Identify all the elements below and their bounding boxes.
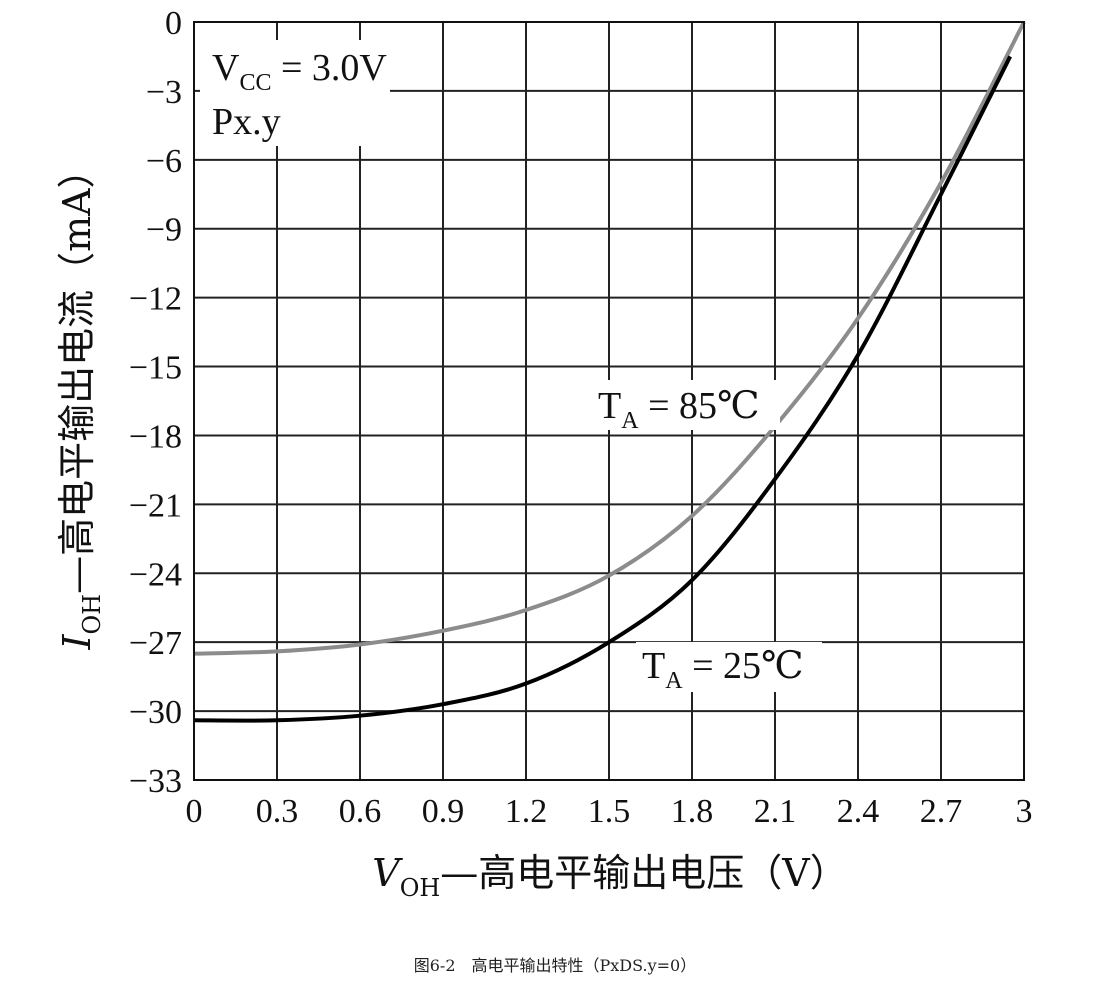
y-tick-label: −27 [129,625,182,662]
annotation-box [200,40,390,146]
y-tick-label: −12 [129,281,182,318]
vcc-annotation: VCC = 3.0V [212,47,387,96]
series-group [193,21,1026,723]
x-tick-label: 2.4 [837,793,880,830]
x-tick-label: 0 [186,793,203,830]
y-tick-label: −24 [129,556,182,593]
series-line-0 [193,21,1026,656]
x-tick-label: 3 [1016,793,1033,830]
y-tick-label: −30 [129,694,182,731]
y-tick-label: −21 [129,487,182,524]
y-tick-label: −3 [146,74,182,111]
x-tick-label: 1.5 [588,793,631,830]
x-tick-label: 2.7 [920,793,963,830]
plot-frame [193,21,1025,781]
y-tick-label: −15 [129,350,182,387]
x-tick-label: 1.8 [671,793,714,830]
x-tick-label: 2.1 [754,793,797,830]
series-label-85: TA = 85℃ [598,385,760,434]
x-tick-label: 0.3 [256,793,299,830]
y-tick-label: 0 [165,5,182,42]
y-tick-label: −9 [146,212,182,249]
y-tick-label: −33 [129,763,182,800]
x-tick-labels: 0 0.3 0.6 0.9 1.2 1.5 1.8 2.1 2.4 2.7 3 [186,793,1033,830]
series-line-1 [193,55,1012,723]
x-tick-label: 1.2 [505,793,548,830]
x-tick-label: 0.9 [422,793,465,830]
x-axis-label: VOH—高电平输出电压（V） [372,851,848,902]
figure-caption: 图6-2 高电平输出特性（PxDS.y=0） [413,956,697,975]
port-annotation: Px.y [212,101,281,143]
series-label-85-bg [590,380,780,430]
y-tick-label: −18 [129,418,182,455]
y-axis-label: IOH—高电平输出电流（mA） [55,150,106,650]
y-tick-label: −6 [146,143,182,180]
y-tick-labels: 0 −3 −6 −9 −12 −15 −18 −21 −24 −27 −30 −33 [129,5,182,800]
x-tick-label: 0.6 [339,793,382,830]
series-label-25-bg [636,642,822,692]
series-label-25: TA = 25℃ [642,645,804,694]
